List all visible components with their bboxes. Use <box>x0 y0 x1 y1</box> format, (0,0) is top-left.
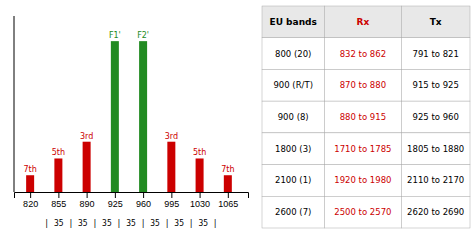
cell-text: 2500 to 2570 <box>334 207 391 217</box>
cell-text: 900 (8) <box>278 112 309 122</box>
cell-text: 2620 to 2690 <box>407 207 464 217</box>
x-tick-label: 820 <box>23 199 38 209</box>
cell-text: 900 (R/T) <box>273 80 313 90</box>
cell-text: 2100 (1) <box>275 175 311 185</box>
x-tick: 1030 <box>190 192 210 209</box>
y-axis <box>14 16 15 192</box>
cell <box>401 69 470 101</box>
cell <box>401 196 470 228</box>
cell-text: 2110 to 2170 <box>407 175 464 185</box>
cell-text: 915 to 925 <box>412 80 458 90</box>
cell <box>262 38 324 70</box>
header-cell <box>401 6 470 38</box>
x-tick: 1065 <box>218 192 238 209</box>
x-axis: 820 855 890 925 960 995 1030 1065 <box>15 192 249 209</box>
cell <box>324 101 401 133</box>
x-tick-mark <box>200 192 201 198</box>
cell <box>262 69 324 101</box>
bar-label: 3rd <box>80 132 93 141</box>
cell <box>324 196 401 228</box>
header-cell <box>262 6 324 38</box>
cell-text: 870 to 880 <box>340 80 386 90</box>
bar-label: 7th <box>221 165 234 174</box>
cell <box>401 133 470 165</box>
table: EU bands Rx Tx 800 (20) 832 to 862 791 to 821… <box>262 6 470 228</box>
cell <box>324 69 401 101</box>
x-tick: 995 <box>164 192 179 209</box>
x-tick-mark <box>87 192 88 198</box>
cell <box>262 165 324 197</box>
cell-text: 925 to 960 <box>412 112 458 122</box>
x-tick: 820 <box>23 192 38 209</box>
bar <box>26 175 34 192</box>
cell-text: 1805 to 1880 <box>407 144 464 154</box>
x-tick: 960 <box>136 192 151 209</box>
y-axis-line <box>14 16 15 192</box>
x-tick-label: 960 <box>136 199 151 209</box>
x-tick-label: 1030 <box>190 199 210 209</box>
header-cell <box>324 6 401 38</box>
annotation: | 35 | 35 | 35 | 35 | 35 | 35 | 35 | <box>44 219 217 228</box>
x-tick-mark <box>143 192 144 198</box>
bar <box>111 41 119 192</box>
x-tick-label: 925 <box>108 199 123 209</box>
cell <box>262 196 324 228</box>
x-tick: 855 <box>51 192 66 209</box>
canvas: 7th 5th 3rd F1' F2' 3rd 5th 7th 820 855 890 925 960 9… <box>0 0 474 234</box>
x-tick-mark <box>228 192 229 198</box>
bar <box>167 142 175 192</box>
bar-label: 5th <box>193 148 206 157</box>
bar <box>224 175 232 192</box>
cell-text: 1800 (3) <box>275 144 311 154</box>
cell-text: 832 to 862 <box>340 49 386 59</box>
x-tick-label: 995 <box>164 199 179 209</box>
cell <box>401 101 470 133</box>
cell <box>401 38 470 70</box>
x-tick-mark <box>58 192 59 198</box>
x-tick-label: 855 <box>51 199 66 209</box>
x-tick-mark <box>171 192 172 198</box>
cell <box>324 38 401 70</box>
bar-label: F1' <box>109 31 121 40</box>
x-tick-label: 1065 <box>218 199 238 209</box>
cell <box>262 101 324 133</box>
bar-chart: 7th 5th 3rd F1' F2' 3rd 5th 7th 820 855 890 925 960 9… <box>14 16 249 209</box>
bar-labels: 7th 5th 3rd F1' F2' 3rd 5th 7th <box>23 31 234 174</box>
cell-text: 1710 to 1785 <box>334 144 391 154</box>
bars <box>26 41 232 192</box>
bar <box>54 158 62 192</box>
cell-text: 880 to 915 <box>340 112 386 122</box>
x-axis-line <box>15 193 249 199</box>
bar <box>196 158 204 192</box>
bar-label: 7th <box>23 165 36 174</box>
cell-text: 791 to 821 <box>412 49 458 59</box>
cell <box>324 165 401 197</box>
header-text: EU bands <box>270 17 317 27</box>
cell <box>401 165 470 197</box>
cell <box>262 133 324 165</box>
bar-label: 3rd <box>165 132 178 141</box>
bar <box>83 142 91 192</box>
cell <box>324 133 401 165</box>
cell-text: 2600 (7) <box>275 207 311 217</box>
x-tick: 925 <box>108 192 123 209</box>
bar-label: F2' <box>137 31 149 40</box>
cell-text: 800 (20) <box>275 49 311 59</box>
x-tick-label: 890 <box>80 199 95 209</box>
x-tick-mark <box>115 192 116 198</box>
header-text: Rx <box>357 17 370 27</box>
x-tick-mark <box>30 192 31 198</box>
header-text: Tx <box>430 17 442 27</box>
x-tick: 890 <box>80 192 95 209</box>
bar <box>139 41 147 192</box>
bar-label: 5th <box>52 148 65 157</box>
cell-text: 1920 to 1980 <box>334 175 391 185</box>
